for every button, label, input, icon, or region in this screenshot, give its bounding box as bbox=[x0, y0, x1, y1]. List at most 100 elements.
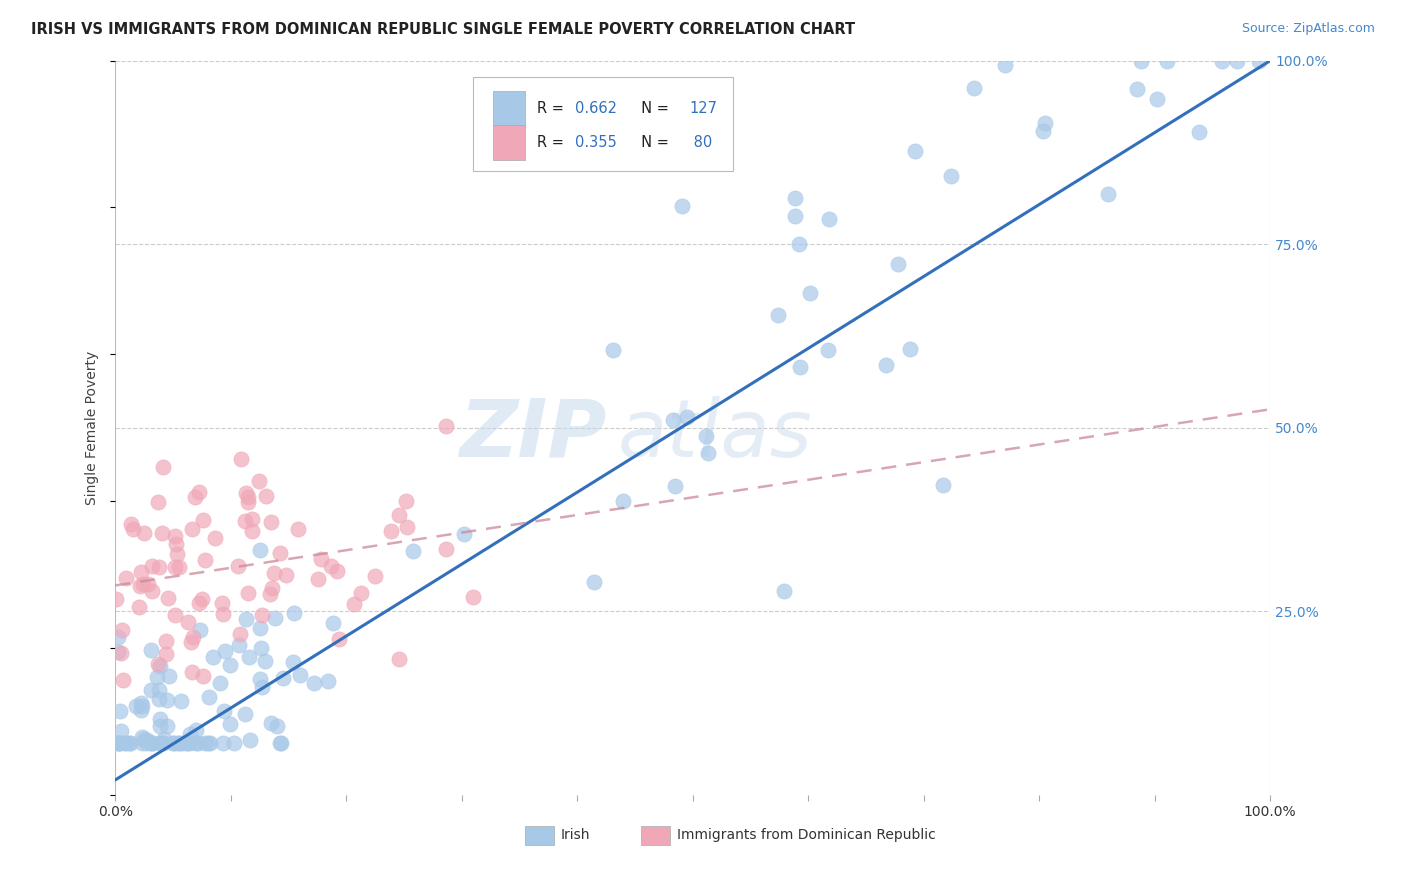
Point bbox=[1188, 125, 1211, 139]
Point bbox=[287, 522, 309, 536]
Point bbox=[695, 429, 717, 443]
Point bbox=[191, 668, 214, 682]
Point bbox=[136, 733, 159, 747]
Point bbox=[283, 656, 305, 670]
Point bbox=[321, 559, 343, 574]
Point bbox=[240, 511, 263, 525]
Point bbox=[318, 674, 340, 689]
Point bbox=[176, 735, 198, 749]
Text: N =: N = bbox=[631, 136, 673, 151]
Point bbox=[167, 735, 190, 749]
Point bbox=[402, 544, 425, 558]
Text: Irish: Irish bbox=[561, 828, 591, 842]
Point bbox=[149, 719, 172, 733]
Point bbox=[167, 735, 190, 749]
Point bbox=[180, 635, 202, 649]
Point bbox=[247, 474, 270, 488]
Point bbox=[141, 735, 163, 749]
Point bbox=[768, 308, 790, 322]
Text: Source: ZipAtlas.com: Source: ZipAtlas.com bbox=[1241, 22, 1375, 36]
Point bbox=[228, 559, 250, 574]
Point bbox=[395, 494, 418, 508]
Point bbox=[131, 735, 153, 749]
Point bbox=[671, 199, 693, 213]
Point bbox=[191, 592, 214, 607]
Point bbox=[165, 537, 187, 551]
Text: N =: N = bbox=[631, 101, 673, 116]
Point bbox=[602, 343, 624, 357]
Point bbox=[264, 611, 287, 625]
Point bbox=[112, 673, 135, 687]
Point bbox=[395, 520, 418, 534]
Point bbox=[290, 668, 312, 682]
Point bbox=[179, 727, 201, 741]
Text: 0.355: 0.355 bbox=[575, 136, 617, 151]
Point bbox=[214, 644, 236, 658]
Point bbox=[328, 632, 350, 646]
Point bbox=[238, 650, 260, 665]
Point bbox=[152, 731, 174, 746]
Bar bbox=[494, 125, 526, 161]
Point bbox=[110, 623, 132, 637]
Text: R =: R = bbox=[537, 101, 568, 116]
Point bbox=[150, 525, 173, 540]
Point bbox=[155, 634, 177, 648]
Point bbox=[364, 569, 387, 583]
Point bbox=[903, 145, 925, 159]
Point bbox=[787, 237, 810, 252]
Text: 127: 127 bbox=[689, 101, 717, 116]
Point bbox=[201, 649, 224, 664]
Point bbox=[184, 491, 207, 505]
Point bbox=[184, 723, 207, 738]
Point bbox=[204, 531, 226, 545]
Point bbox=[236, 586, 259, 600]
Point bbox=[181, 522, 204, 536]
Point bbox=[582, 574, 605, 589]
Point bbox=[388, 651, 411, 665]
Point bbox=[176, 735, 198, 749]
Point bbox=[179, 735, 201, 749]
Point bbox=[434, 541, 457, 556]
Point bbox=[253, 654, 276, 668]
Point bbox=[236, 495, 259, 509]
Text: 80: 80 bbox=[689, 136, 713, 151]
Point bbox=[273, 671, 295, 685]
Point bbox=[208, 675, 231, 690]
Point bbox=[187, 735, 209, 749]
Point bbox=[274, 567, 297, 582]
Text: Immigrants from Dominican Republic: Immigrants from Dominican Republic bbox=[676, 828, 935, 842]
Point bbox=[181, 665, 204, 679]
Point bbox=[252, 680, 274, 694]
Point bbox=[887, 258, 910, 272]
Point bbox=[110, 646, 132, 660]
Point bbox=[162, 735, 184, 749]
Point bbox=[188, 623, 211, 637]
Point bbox=[152, 459, 174, 474]
Point bbox=[931, 478, 953, 492]
Point bbox=[135, 735, 157, 749]
Point bbox=[259, 716, 281, 731]
Point bbox=[108, 704, 131, 718]
Point bbox=[1156, 54, 1178, 68]
Point bbox=[152, 735, 174, 749]
Point bbox=[211, 596, 233, 610]
Point bbox=[156, 693, 179, 707]
Point bbox=[249, 543, 271, 558]
Point bbox=[269, 546, 291, 560]
Point bbox=[785, 191, 807, 205]
Point bbox=[326, 564, 349, 578]
Point bbox=[156, 719, 179, 733]
Point bbox=[107, 644, 129, 658]
Point bbox=[1249, 54, 1271, 68]
Point bbox=[146, 670, 169, 684]
Text: atlas: atlas bbox=[617, 396, 813, 474]
Point bbox=[170, 694, 193, 708]
Point bbox=[239, 733, 262, 747]
Point bbox=[177, 615, 200, 629]
Point bbox=[107, 630, 129, 644]
Point bbox=[212, 704, 235, 718]
Point bbox=[129, 579, 152, 593]
Point bbox=[963, 80, 986, 95]
Point bbox=[249, 621, 271, 635]
Point bbox=[155, 647, 177, 661]
